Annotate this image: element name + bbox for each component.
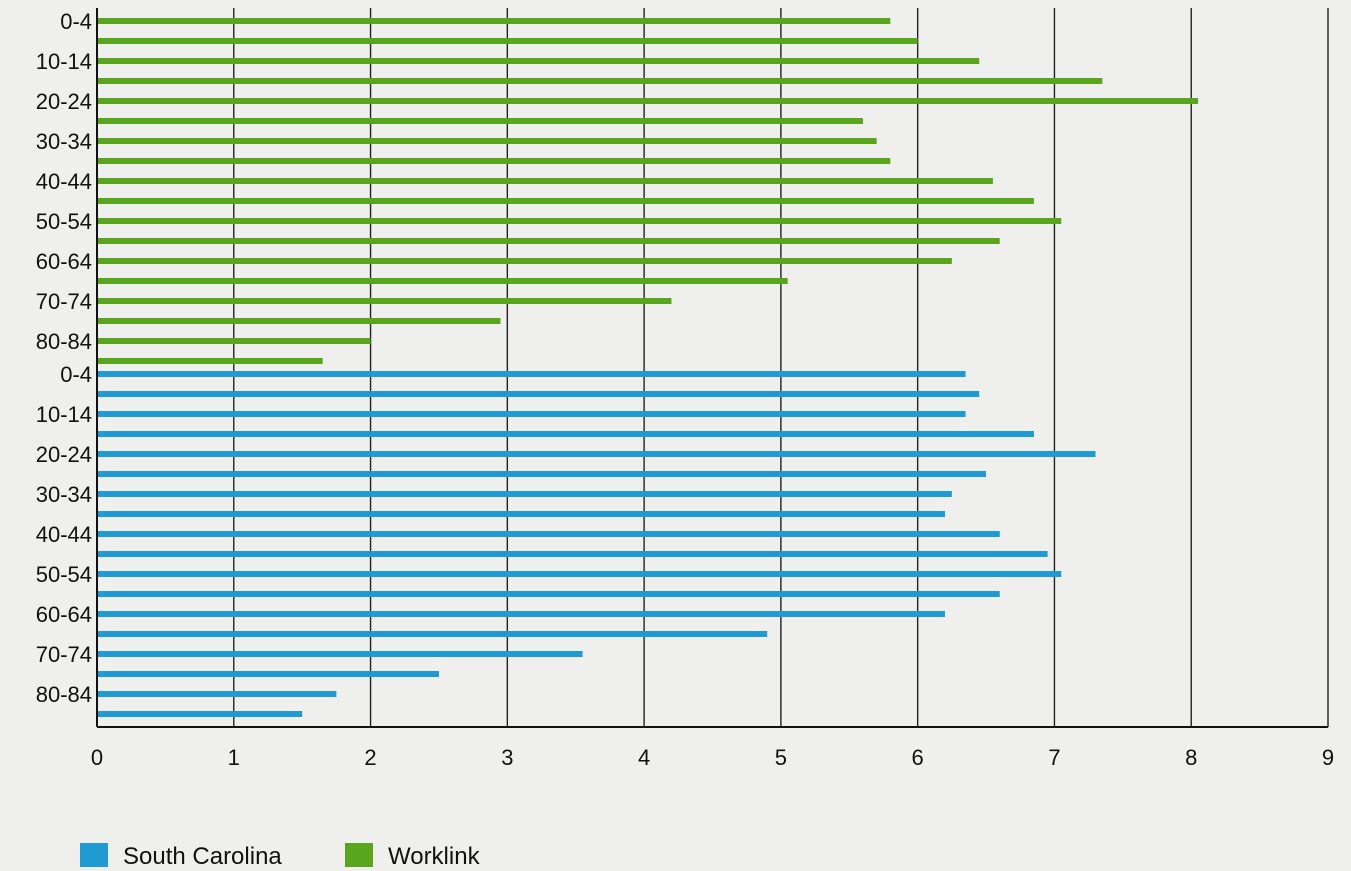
y-tick-label: 50-54 (36, 209, 92, 234)
x-tick-label: 8 (1185, 745, 1197, 770)
x-tick-label: 6 (912, 745, 924, 770)
bar-worklink-5-9 (97, 38, 918, 44)
bar-worklink-60-64 (97, 258, 952, 264)
y-tick-label: 80-84 (36, 682, 92, 707)
x-tick-label: 0 (91, 745, 103, 770)
bar-worklink-65-69 (97, 278, 788, 284)
y-tick-label: 50-54 (36, 562, 92, 587)
bar-south-carolina-30-34 (97, 491, 952, 497)
bar-worklink-10-14 (97, 58, 980, 64)
bar-worklink-75-79 (97, 318, 501, 324)
bar-south-carolina-25-29 (97, 471, 987, 477)
bar-south-carolina-55-59 (97, 591, 1000, 597)
y-tick-label: 40-44 (36, 522, 92, 547)
y-tick-label: 10-14 (36, 402, 92, 427)
bar-south-carolina-65-69 (97, 631, 768, 637)
bar-south-carolina-5-9 (97, 391, 980, 397)
y-tick-label: 70-74 (36, 642, 92, 667)
bar-worklink-25-29 (97, 118, 863, 124)
bar-south-carolina-0-4 (97, 371, 966, 377)
x-tick-label: 7 (1048, 745, 1060, 770)
x-tick-label: 4 (638, 745, 650, 770)
y-tick-label: 30-34 (36, 482, 92, 507)
y-tick-label: 60-64 (36, 602, 92, 627)
x-tick-label: 9 (1322, 745, 1334, 770)
bar-south-carolina-10-14 (97, 411, 966, 417)
legend-swatch-south-carolina (80, 843, 108, 867)
legend-swatch-worklink (345, 843, 373, 867)
x-tick-label: 1 (228, 745, 240, 770)
bar-worklink-0-4 (97, 18, 891, 24)
y-tick-label: 30-34 (36, 129, 92, 154)
y-tick-label: 0-4 (60, 362, 92, 387)
y-tick-label: 40-44 (36, 169, 92, 194)
bar-south-carolina-60-64 (97, 611, 946, 617)
bar-worklink-85+ (97, 358, 323, 364)
x-tick-label: 3 (501, 745, 513, 770)
x-tick-label: 5 (775, 745, 787, 770)
bar-south-carolina-40-44 (97, 531, 1000, 537)
bar-south-carolina-50-54 (97, 571, 1062, 577)
bar-south-carolina-80-84 (97, 691, 337, 697)
axes (96, 8, 1328, 728)
x-tick-labels: 0 1 2 3 4 5 6 7 8 9 (91, 745, 1334, 770)
grid-lines (96, 8, 1329, 727)
legend-label: South Carolina (123, 843, 282, 870)
bar-worklink-70-74 (97, 298, 672, 304)
y-tick-label: 10-14 (36, 49, 92, 74)
bars (97, 18, 1199, 717)
y-tick-label: 60-64 (36, 249, 92, 274)
bar-worklink-45-49 (97, 198, 1034, 204)
bar-worklink-55-59 (97, 238, 1000, 244)
y-tick-labels: 0-4 10-14 20-24 30-34 40-44 50-54 60-64 70-74 80… (36, 9, 92, 707)
bar-south-carolina-20-24 (97, 451, 1096, 457)
legend-label: Worklink (388, 843, 481, 870)
bar-south-carolina-15-19 (97, 431, 1034, 437)
bar-south-carolina-75-79 (97, 671, 439, 677)
legend: South Carolina Worklink (80, 843, 481, 870)
bar-south-carolina-85+ (97, 711, 303, 717)
bar-worklink-50-54 (97, 218, 1062, 224)
bar-worklink-40-44 (97, 178, 993, 184)
bar-south-carolina-35-39 (97, 511, 946, 517)
bar-worklink-15-19 (97, 78, 1103, 84)
bar-worklink-30-34 (97, 138, 877, 144)
y-tick-label: 20-24 (36, 89, 92, 114)
bar-worklink-35-39 (97, 158, 891, 164)
y-tick-label: 20-24 (36, 442, 92, 467)
y-tick-label: 0-4 (60, 9, 92, 34)
bar-worklink-20-24 (97, 98, 1199, 104)
y-tick-label: 80-84 (36, 329, 92, 354)
y-tick-label: 70-74 (36, 289, 92, 314)
x-tick-label: 2 (364, 745, 376, 770)
bar-worklink-80-84 (97, 338, 371, 344)
bar-south-carolina-45-49 (97, 551, 1048, 557)
bar-south-carolina-70-74 (97, 651, 583, 657)
